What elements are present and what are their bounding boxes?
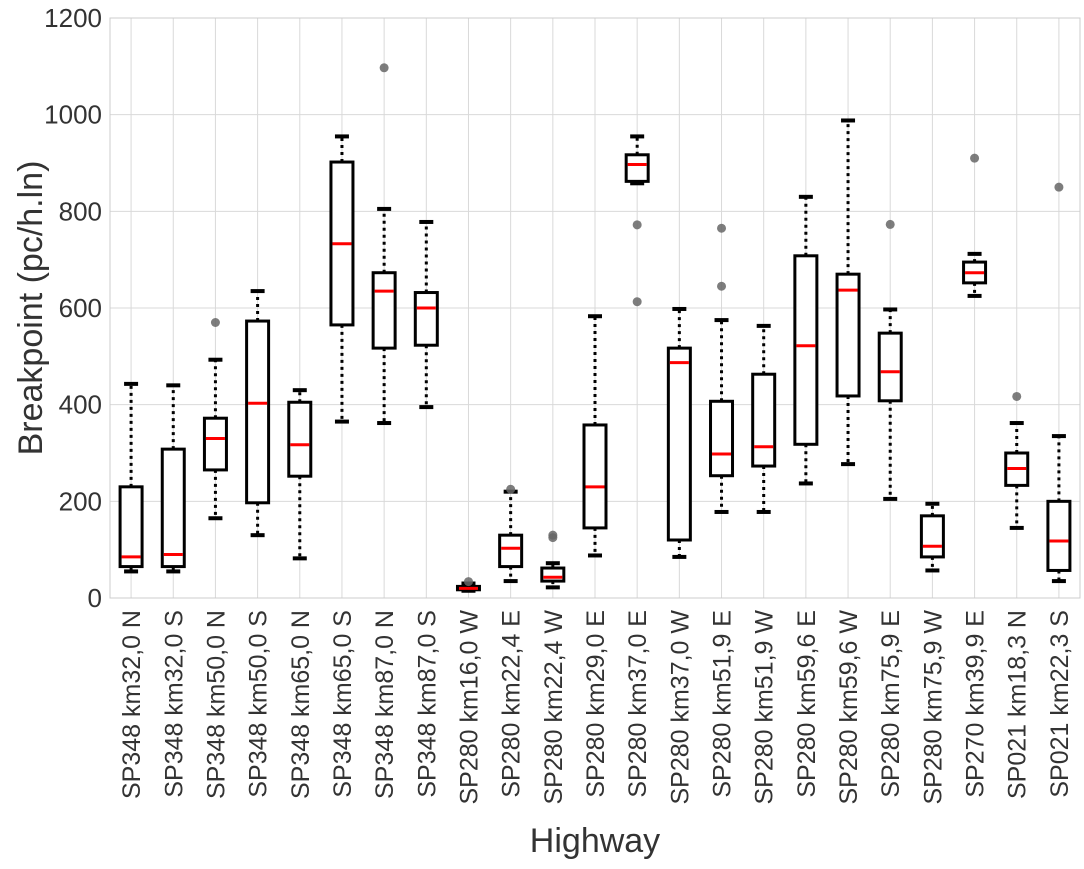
box-group [498, 484, 524, 584]
x-tick-label: SP280 km16,0 W [455, 610, 483, 805]
x-tick-label: SP348 km87,0 S [413, 610, 441, 798]
x-tick-label: SP270 km39,9 E [962, 610, 990, 798]
box-iqr [371, 271, 397, 350]
box-group [962, 153, 988, 298]
box-iqr [666, 346, 692, 542]
x-tick-label: SP280 km51,9 E [709, 610, 737, 798]
box-group [582, 314, 608, 558]
outlier-point [548, 530, 558, 540]
y-tick-label: 1000 [44, 100, 102, 130]
box-group [1046, 182, 1072, 584]
box-group [751, 323, 777, 514]
box-iqr [1046, 499, 1072, 572]
x-tick-label: SP348 km50,0 S [245, 610, 273, 798]
outlier-point [463, 577, 473, 587]
box-iqr [118, 485, 144, 569]
box-iqr [624, 153, 650, 183]
box-iqr [245, 319, 271, 505]
box-group [371, 63, 397, 426]
box-group [1004, 391, 1030, 530]
box-iqr [413, 291, 439, 347]
x-tick-label: SP348 km87,0 N [371, 610, 399, 799]
box-group [835, 118, 861, 467]
x-tick-label: SP348 km65,0 S [329, 610, 357, 798]
box-group [118, 381, 144, 574]
y-tick-label: 200 [59, 486, 102, 516]
x-tick-label: SP280 km59,6 E [793, 610, 821, 798]
box-iqr [287, 400, 313, 478]
x-tick-label: SP348 km32,0 S [160, 610, 188, 798]
box-group [540, 530, 566, 590]
x-tick-label: SP280 km37,0 W [666, 610, 694, 805]
y-tick-label: 1200 [44, 3, 102, 33]
box-group [413, 219, 439, 410]
outlier-point [506, 484, 516, 494]
outlier-point [1054, 182, 1064, 192]
axes-layer: 0 200 400 600 800 1000 1200 SP348 km32,0 N SP348… [44, 3, 1081, 805]
plot-frame [109, 17, 1081, 599]
box-group [709, 223, 735, 514]
box-group [877, 219, 903, 501]
box-iqr [540, 566, 566, 583]
x-tick-label: SP280 km29,0 E [582, 610, 610, 798]
x-tick-label: SP348 km65,0 N [287, 610, 315, 799]
x-tick-label: SP280 km22,4 W [540, 610, 568, 805]
x-tick-label: SP280 km22,4 E [498, 610, 526, 798]
box-group [666, 306, 692, 559]
x-tick-label: SP280 km75,9 E [877, 610, 905, 798]
outlier-point [632, 297, 642, 307]
x-tick-label: SP280 km37,0 E [624, 610, 652, 798]
box-group [160, 383, 186, 574]
x-tick-label: SP280 km51,9 W [751, 610, 779, 805]
box-iqr [160, 447, 186, 569]
box-group [245, 289, 271, 538]
box-iqr [751, 372, 777, 468]
box-iqr [709, 399, 735, 478]
x-tick-label: SP348 km32,0 N [118, 610, 146, 799]
box-group [919, 501, 945, 573]
outlier-point [379, 63, 389, 73]
box-iqr [919, 514, 945, 559]
x-tick-label: SP021 km22,3 S [1046, 610, 1074, 798]
x-tick-label: SP348 km50,0 N [202, 610, 230, 799]
box-iqr [835, 272, 861, 398]
box-iqr [202, 416, 228, 472]
x-tick-label: SP021 km18,3 N [1004, 610, 1032, 799]
box-group [202, 318, 228, 521]
outlier-point [717, 281, 727, 291]
y-tick-label: 0 [88, 583, 102, 613]
y-tick-label: 400 [59, 390, 102, 420]
x-tick-label: SP280 km59,6 W [835, 610, 863, 805]
box-group [329, 134, 355, 424]
outlier-point [970, 153, 980, 163]
box-group [624, 134, 650, 307]
y-axis-title: Breakpoint (pc/h.ln) [12, 161, 50, 456]
outlier-point [210, 318, 220, 327]
box-iqr [793, 254, 819, 446]
box-group [455, 577, 481, 593]
y-tick-label: 800 [59, 196, 102, 226]
x-axis-title: Highway [530, 822, 660, 860]
boxes-layer [118, 63, 1072, 593]
box-iqr [498, 533, 524, 569]
box-iqr [877, 331, 903, 403]
box-group [287, 388, 313, 561]
outlier-point [885, 219, 895, 229]
box-iqr [582, 423, 608, 530]
x-tick-label: SP280 km75,9 W [919, 610, 947, 805]
outlier-point [717, 223, 727, 233]
outlier-point [632, 220, 642, 230]
box-group [793, 194, 819, 486]
y-tick-label: 600 [59, 293, 102, 323]
outlier-point [1012, 391, 1022, 401]
